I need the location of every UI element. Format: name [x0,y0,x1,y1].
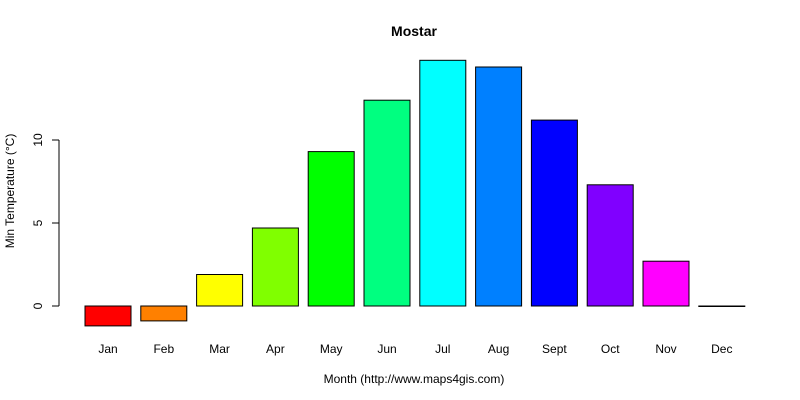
x-tick-label: Jan [98,342,117,356]
bar-may [307,151,355,307]
x-tick-label: Feb [153,342,174,356]
x-tick-label: Sept [542,342,567,356]
y-ticks-group: 0 5 10 [31,133,59,309]
x-axis-label: Month (http://www.maps4gis.com) [324,372,505,386]
x-tick-label: Aug [488,342,509,356]
bar-aug [475,66,523,307]
bar-jul [419,59,467,307]
x-tick-label: Nov [655,342,676,356]
bar-jun [363,99,411,307]
x-labels-group: Jan Feb Mar Apr May Jun Jul Aug Sept Oct Nov Dec [98,342,732,356]
bar-mar [196,274,244,307]
chart-title: Mostar [391,23,437,39]
x-tick-label: Apr [266,342,285,356]
bar-apr [251,227,299,307]
bar-dec [698,305,746,307]
y-tick-label: 0 [31,302,45,309]
x-tick-label: Jun [377,342,396,356]
bar-oct [586,184,634,307]
bar-sept [530,119,578,307]
x-tick-label: Dec [711,342,732,356]
y-tick-label: 10 [31,133,45,147]
x-tick-label: Oct [601,342,620,356]
x-tick-label: Mar [209,342,230,356]
bar-jan [84,305,132,327]
x-tick-label: Jul [435,342,450,356]
y-axis-label: Min Temperature (°C) [3,134,17,249]
bar-nov [642,260,690,307]
y-tick-label: 5 [31,219,45,226]
bars-group [84,59,746,327]
bar-feb [140,305,188,322]
x-tick-label: May [320,342,343,356]
